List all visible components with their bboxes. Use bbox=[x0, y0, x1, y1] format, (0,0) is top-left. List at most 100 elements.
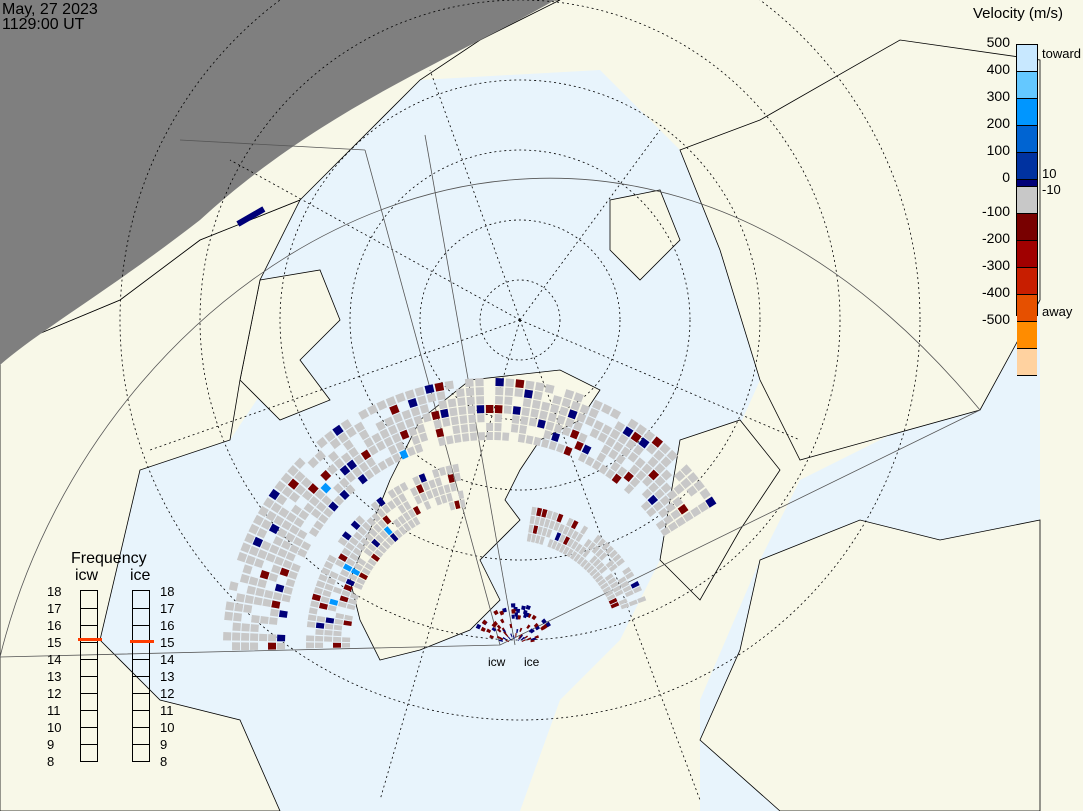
scatter-cell bbox=[402, 511, 412, 522]
scatter-cell bbox=[469, 432, 478, 441]
scatter-cell bbox=[449, 482, 457, 492]
scatter-cell bbox=[349, 536, 359, 546]
scatter-cell bbox=[518, 635, 521, 640]
scatter-cell bbox=[379, 428, 390, 440]
scatter-cell bbox=[493, 620, 499, 626]
scatter-cell bbox=[356, 542, 366, 552]
scatter-cell bbox=[641, 463, 653, 475]
scatter-cell bbox=[436, 391, 446, 401]
scatter-cell bbox=[365, 457, 376, 468]
scatter-cell bbox=[677, 503, 689, 515]
scatter-cell bbox=[530, 408, 540, 418]
scatter-cell bbox=[519, 634, 523, 638]
scatter-cell bbox=[441, 417, 451, 427]
scatter-cell bbox=[232, 642, 241, 651]
scatter-cell bbox=[260, 540, 272, 551]
scatter-cell bbox=[475, 378, 484, 387]
scatter-cell bbox=[339, 595, 349, 603]
scatter-cell bbox=[592, 571, 601, 580]
scatter-cell bbox=[389, 404, 400, 415]
scatter-cell bbox=[324, 629, 333, 636]
scatter-cell bbox=[334, 618, 344, 625]
scatter-cell bbox=[268, 642, 277, 650]
scatter-cell bbox=[395, 441, 406, 452]
scatter-cell bbox=[303, 502, 315, 514]
scatter-cell bbox=[298, 509, 310, 521]
scatter-cell bbox=[502, 432, 510, 441]
scatter-cell bbox=[358, 429, 370, 441]
scatter-cell bbox=[265, 552, 276, 563]
scatter-cell bbox=[496, 635, 502, 640]
scatter-cell bbox=[658, 507, 669, 519]
scatter-cell bbox=[454, 500, 461, 510]
frequency-tick-label: 12 bbox=[160, 686, 175, 701]
scatter-cell bbox=[464, 378, 474, 388]
scatter-cell bbox=[341, 547, 352, 557]
scatter-cell bbox=[256, 527, 268, 539]
scatter-cell bbox=[551, 511, 559, 521]
scatter-cell bbox=[642, 476, 653, 487]
scatter-cell bbox=[332, 424, 344, 436]
scatter-cell bbox=[494, 414, 503, 423]
colorbar-segment bbox=[1017, 241, 1037, 268]
scatter-cell bbox=[255, 587, 265, 597]
scatter-cell bbox=[383, 526, 393, 536]
scatter-cell bbox=[282, 559, 293, 570]
scatter-cell bbox=[252, 536, 264, 548]
scatter-cell bbox=[234, 602, 244, 612]
scatter-cell bbox=[326, 554, 337, 564]
scatter-cell bbox=[633, 444, 644, 456]
scatter-cell bbox=[545, 528, 553, 538]
scatter-cell bbox=[269, 544, 280, 555]
scatter-cell bbox=[645, 443, 658, 455]
scatter-cell bbox=[507, 636, 512, 641]
frequency-tick-label: 10 bbox=[160, 720, 175, 735]
scatter-cell bbox=[391, 452, 402, 463]
scatter-cell bbox=[586, 565, 595, 574]
scatter-cell bbox=[233, 612, 242, 622]
frequency-tick-label: 11 bbox=[47, 703, 61, 718]
scatter-cell bbox=[352, 466, 363, 478]
scatter-cell bbox=[316, 501, 327, 513]
scatter-cell bbox=[340, 452, 352, 464]
scatter-cell bbox=[454, 472, 462, 482]
colorbar-segment bbox=[1017, 322, 1037, 349]
toward-label: toward bbox=[1042, 46, 1082, 61]
scatter-cell bbox=[345, 558, 356, 567]
frequency-tick-label: 8 bbox=[47, 754, 55, 769]
scatter-cell bbox=[300, 541, 312, 551]
scatter-cell bbox=[404, 418, 415, 429]
scatter-cell bbox=[387, 424, 398, 436]
scatter-cell bbox=[283, 586, 293, 595]
scatter-cell bbox=[634, 457, 646, 469]
colorbar-segment bbox=[1017, 187, 1037, 214]
scatter-cell bbox=[540, 438, 550, 449]
scatter-cell bbox=[345, 578, 355, 587]
scatter-cell bbox=[323, 560, 334, 570]
scatter-cell bbox=[399, 481, 409, 492]
scatter-cell bbox=[476, 396, 485, 405]
scatter-cell bbox=[528, 417, 538, 427]
scatter-cell bbox=[440, 494, 448, 504]
scatter-cell bbox=[627, 418, 639, 430]
scatter-cell bbox=[322, 589, 332, 598]
scatter-cell bbox=[337, 601, 347, 608]
colorbar-tick-label: -300 bbox=[981, 257, 1010, 273]
scatter-cell bbox=[342, 439, 354, 451]
scatter-cell bbox=[248, 545, 260, 557]
scatter-cell bbox=[447, 398, 457, 408]
scatter-cell bbox=[348, 598, 358, 606]
scatter-cell bbox=[423, 500, 432, 510]
scatter-cell bbox=[652, 501, 664, 512]
scatter-cell bbox=[459, 415, 468, 424]
scatter-cell bbox=[510, 424, 519, 433]
scatter-cell bbox=[339, 477, 350, 488]
scatter-cell bbox=[360, 449, 372, 461]
scatter-cell bbox=[326, 463, 338, 475]
colorbar-segment bbox=[1017, 99, 1037, 126]
scatter-cell bbox=[353, 531, 363, 541]
scatter-cell bbox=[526, 533, 532, 542]
scatter-cell bbox=[364, 562, 374, 571]
scatter-cell bbox=[513, 635, 515, 640]
scatter-cell bbox=[589, 428, 600, 439]
